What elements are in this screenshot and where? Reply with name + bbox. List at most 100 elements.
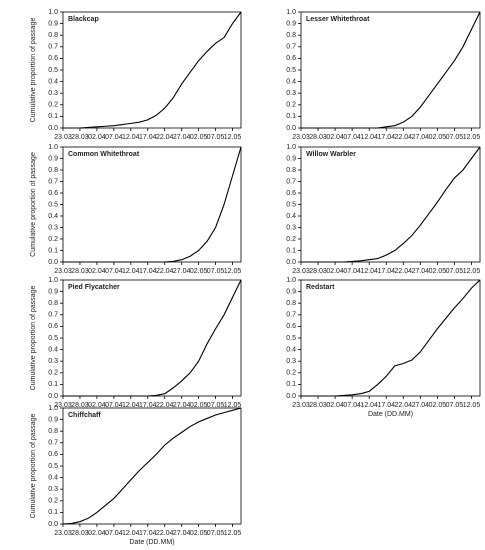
y-tick-label: 0.9 bbox=[48, 155, 58, 162]
y-axis-label: Cumulative proportion of passage bbox=[30, 152, 37, 257]
y-tick-label: 0.2 bbox=[286, 370, 296, 377]
y-tick-label: 0.2 bbox=[48, 498, 58, 505]
x-tick-label: 27.04 bbox=[173, 134, 191, 141]
plot-frame bbox=[62, 11, 242, 129]
y-tick-label: 0.9 bbox=[286, 288, 296, 295]
x-tick-label: 28.03 bbox=[309, 402, 327, 409]
y-tick-label: 0.8 bbox=[48, 300, 58, 307]
x-tick-label: 22.04 bbox=[156, 268, 174, 275]
y-tick-label: 0.2 bbox=[48, 370, 58, 377]
line bbox=[63, 11, 242, 129]
x-tick-label: 12.05 bbox=[463, 268, 481, 275]
x-tick-label: 17.04 bbox=[139, 268, 157, 275]
panel-title: Blackcap bbox=[68, 16, 99, 23]
y-tick-label: 0.2 bbox=[48, 102, 58, 109]
line bbox=[63, 279, 242, 397]
y-tick-label: 0.4 bbox=[48, 78, 58, 85]
x-tick-label: 28.03 bbox=[309, 134, 327, 141]
y-tick-label: 0.5 bbox=[48, 201, 58, 208]
line bbox=[301, 11, 481, 129]
y-axis-label: Cumulative proportion of passage bbox=[30, 18, 37, 123]
x-tick-label: 07.05 bbox=[207, 530, 225, 537]
x-tick-label: 12.05 bbox=[224, 268, 242, 275]
plot-frame bbox=[300, 11, 481, 129]
y-tick-label: 1.0 bbox=[48, 9, 58, 16]
y-tick-label: 0.7 bbox=[286, 44, 296, 51]
y-tick-label: 0.3 bbox=[48, 358, 58, 365]
x-tick-label: 07.04 bbox=[343, 134, 361, 141]
y-tick-label: 0.6 bbox=[286, 323, 296, 330]
line bbox=[62, 407, 242, 525]
x-tick-label: 22.04 bbox=[395, 268, 413, 275]
x-tick-label: 22.04 bbox=[156, 402, 174, 409]
y-tick-label: 0.4 bbox=[48, 346, 58, 353]
panel-title: Redstart bbox=[306, 284, 335, 291]
y-tick-label: 0.9 bbox=[48, 416, 58, 423]
y-tick-label: 0.6 bbox=[48, 323, 58, 330]
y-tick-label: 0.0 bbox=[48, 521, 58, 528]
x-tick-label: 07.05 bbox=[446, 402, 464, 409]
y-tick-label: 0.9 bbox=[286, 20, 296, 27]
y-tick-label: 0.5 bbox=[286, 67, 296, 74]
x-tick-label: 23.03 bbox=[292, 268, 310, 275]
y-tick-label: 0.0 bbox=[48, 259, 58, 266]
x-tick-label: 27.04 bbox=[173, 530, 191, 537]
y-tick-label: 0.5 bbox=[286, 335, 296, 342]
line bbox=[63, 146, 242, 263]
x-tick-label: 02.05 bbox=[190, 268, 208, 275]
panel-title: Willow Warbler bbox=[306, 151, 356, 158]
x-tick-label: 27.04 bbox=[173, 268, 191, 275]
line bbox=[301, 279, 481, 397]
x-tick-label: 07.04 bbox=[105, 134, 123, 141]
y-tick-label: 0.8 bbox=[48, 167, 58, 174]
x-tick-label: 02.05 bbox=[190, 134, 208, 141]
y-tick-label: 0.8 bbox=[286, 300, 296, 307]
x-tick-label: 02.04 bbox=[88, 402, 106, 409]
x-tick-label: 07.05 bbox=[446, 134, 464, 141]
y-tick-label: 0.7 bbox=[286, 178, 296, 185]
x-tick-label: 07.05 bbox=[207, 402, 225, 409]
x-tick-label: 07.04 bbox=[105, 268, 123, 275]
y-tick-label: 0.7 bbox=[48, 178, 58, 185]
x-tick-label: 02.05 bbox=[429, 402, 447, 409]
y-tick-label: 0.0 bbox=[286, 259, 296, 266]
x-tick-label: 23.03 bbox=[292, 134, 310, 141]
y-tick-label: 0.1 bbox=[48, 247, 58, 254]
x-tick-label: 07.05 bbox=[446, 268, 464, 275]
x-tick-label: 02.04 bbox=[88, 530, 106, 537]
plot-frame bbox=[300, 146, 481, 263]
x-tick-label: 12.05 bbox=[463, 402, 481, 409]
x-tick-label: 12.04 bbox=[122, 402, 140, 409]
y-tick-label: 0.1 bbox=[48, 113, 58, 120]
x-tick-label: 12.04 bbox=[360, 134, 378, 141]
y-tick-label: 0.3 bbox=[286, 358, 296, 365]
y-tick-label: 0.1 bbox=[286, 247, 296, 254]
y-tick-label: 0.5 bbox=[286, 201, 296, 208]
x-tick-label: 28.03 bbox=[71, 402, 89, 409]
panel-title: Pied Flycatcher bbox=[68, 284, 120, 291]
panel-title: Lesser Whitethroat bbox=[306, 16, 370, 23]
y-tick-label: 1.0 bbox=[286, 144, 296, 151]
y-tick-label: 0.8 bbox=[286, 32, 296, 39]
x-tick-label: 27.04 bbox=[412, 402, 430, 409]
x-axis-label: Date (DD.MM) bbox=[129, 539, 174, 546]
y-tick-label: 0.0 bbox=[286, 125, 296, 132]
y-tick-label: 0.7 bbox=[286, 312, 296, 319]
y-tick-label: 0.4 bbox=[286, 78, 296, 85]
x-tick-label: 28.03 bbox=[71, 268, 89, 275]
y-tick-label: 0.5 bbox=[48, 335, 58, 342]
y-tick-label: 0.1 bbox=[48, 381, 58, 388]
x-tick-label: 07.04 bbox=[343, 268, 361, 275]
x-tick-label: 28.03 bbox=[71, 134, 89, 141]
x-tick-label: 12.04 bbox=[360, 402, 378, 409]
x-tick-label: 02.05 bbox=[190, 530, 208, 537]
y-tick-label: 0.4 bbox=[286, 346, 296, 353]
y-tick-label: 0.2 bbox=[286, 102, 296, 109]
y-tick-label: 0.1 bbox=[48, 509, 58, 516]
y-tick-label: 0.0 bbox=[48, 125, 58, 132]
line bbox=[301, 146, 481, 263]
x-tick-label: 02.05 bbox=[190, 402, 208, 409]
x-tick-label: 23.03 bbox=[292, 402, 310, 409]
x-tick-label: 12.04 bbox=[360, 268, 378, 275]
